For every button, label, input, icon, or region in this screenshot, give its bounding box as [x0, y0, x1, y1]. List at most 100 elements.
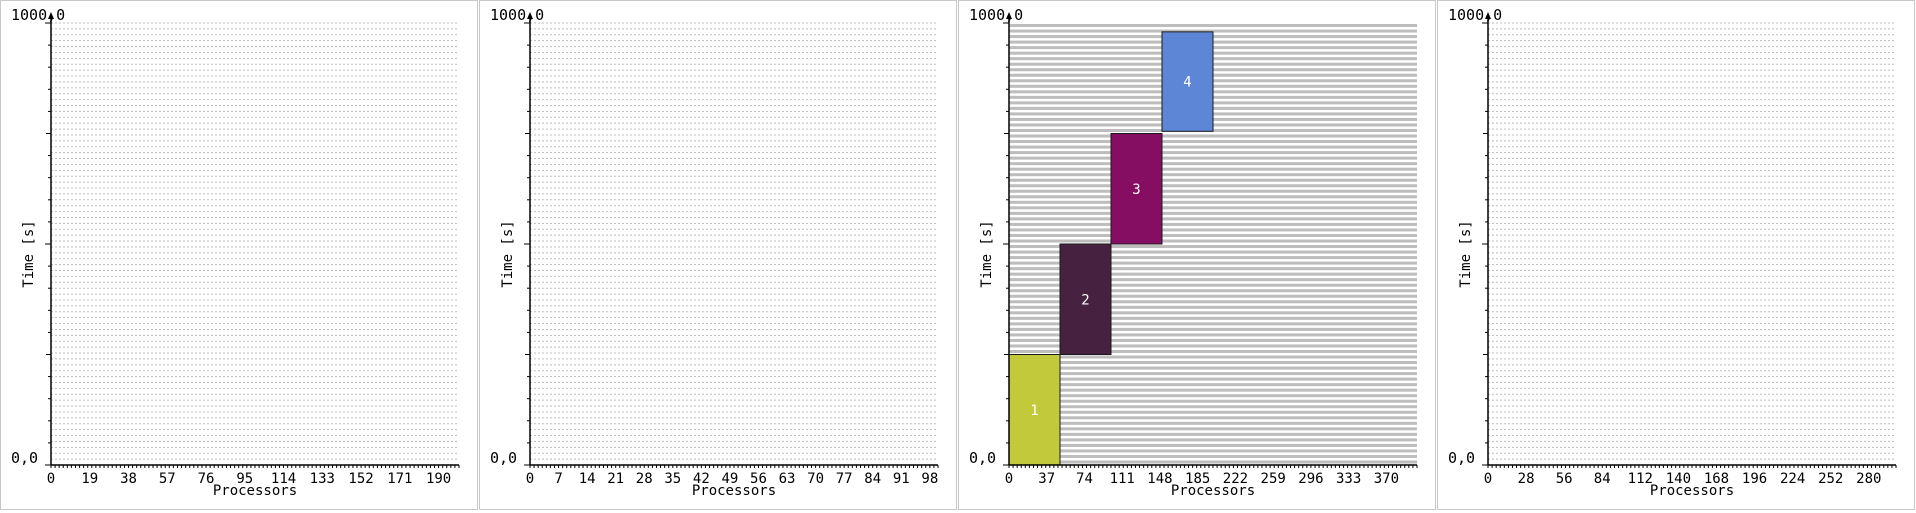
grid-band [1009, 189, 1417, 193]
grid-band [1009, 200, 1417, 204]
grid-band [1009, 416, 1417, 420]
x-tick-label: 49 [721, 471, 738, 487]
x-tick-label: 21 [607, 471, 624, 487]
grid-band [1009, 151, 1417, 155]
grid-band [1009, 24, 1417, 28]
x-tick-label: 74 [1076, 471, 1093, 487]
grid [51, 22, 459, 466]
grid-band [1009, 394, 1417, 398]
x-tick-label: 196 [1742, 471, 1767, 487]
y-min-label: 0,0 [11, 449, 38, 467]
grid-band [1009, 167, 1417, 171]
gantt-chart-svg: 1000,0 0,0 Time [s] 0 28 56 84 112 140 168 196 224 2… [1448, 6, 1897, 499]
x-tick-label: 38 [120, 471, 137, 487]
y-axis-label: Time [s] [1458, 220, 1474, 287]
grid-band [1009, 239, 1417, 243]
job-label: 1 [1030, 403, 1038, 419]
x-tick-label: 333 [1336, 471, 1361, 487]
grid-band [1009, 206, 1417, 210]
y-axis-label: Time [s] [979, 220, 995, 287]
grid-band [1009, 410, 1417, 414]
grid-band [1009, 427, 1417, 431]
x-tick-label: 171 [387, 471, 412, 487]
grid-band [1009, 184, 1417, 188]
grid-band [1009, 300, 1417, 304]
grid-band [1009, 245, 1417, 249]
x-tick-label: 259 [1261, 471, 1286, 487]
grid-band [1009, 377, 1417, 381]
grid-band [1009, 211, 1417, 215]
gantt-chart-svg: 1 2 3 4 1000,0 0,0 Time [s] 0 37 74 111 148 185 222 25… [969, 6, 1418, 499]
grid-band [1009, 217, 1417, 221]
x-tick-label: 84 [1594, 471, 1611, 487]
y-axis-label: Time [s] [21, 220, 37, 287]
gantt-chart-svg: 1000,0 0,0 Time [s] 0 19 38 57 76 95 114 133 152 171… [11, 6, 460, 499]
x-tick-label: 14 [579, 471, 596, 487]
y-min-label: 0,0 [490, 449, 517, 467]
x-tick-label: 370 [1374, 471, 1399, 487]
x-tick-label: 28 [636, 471, 653, 487]
grid-band [1009, 399, 1417, 403]
grid-band [1009, 443, 1417, 447]
y-axis-arrow-icon [48, 12, 54, 19]
grid-band [1009, 421, 1417, 425]
y-min-label: 0,0 [969, 449, 996, 467]
grid-band [1009, 145, 1417, 149]
x-tick-label: 280 [1856, 471, 1881, 487]
x-tick-label: 185 [1185, 471, 1210, 487]
grid-band [1009, 233, 1417, 237]
y-axis-arrow-icon [527, 12, 533, 19]
grid-band [1009, 438, 1417, 442]
grid-band [1009, 222, 1417, 226]
grid-band [1009, 405, 1417, 409]
x-tick-label: 133 [310, 471, 335, 487]
y-max-label: 1000,0 [490, 6, 544, 24]
x-tick-label: 296 [1298, 471, 1323, 487]
grid-band [1009, 454, 1417, 458]
grid-band [1009, 173, 1417, 177]
x-tick-label: 37 [1038, 471, 1055, 487]
job-block-4[interactable] [1161, 31, 1214, 132]
y-max-label: 1000,0 [969, 6, 1023, 24]
x-tick-label: 84 [864, 471, 881, 487]
x-tick-label: 70 [807, 471, 824, 487]
grid-band [1009, 134, 1417, 138]
job-block-2[interactable] [1059, 243, 1112, 355]
grid-band [1009, 388, 1417, 392]
grid-band [1009, 366, 1417, 370]
grid-band [1009, 228, 1417, 232]
grid-band [1009, 311, 1417, 315]
grid [530, 22, 938, 466]
gantt-panel-4: 1000,0 0,0 Time [s] 0 28 56 84 112 140 168 196 224 2… [1437, 0, 1915, 510]
job-label: 2 [1081, 292, 1089, 308]
x-tick-label: 77 [836, 471, 853, 487]
grid-band [1009, 289, 1417, 293]
grid-band [1009, 267, 1417, 271]
gantt-chart-svg: 1000,0 0,0 Time [s] 0 7 14 21 28 35 42 49 56 63 70 77 8… [490, 6, 939, 499]
grid-band [1009, 278, 1417, 282]
grid-band [1009, 449, 1417, 453]
x-tick-label: 56 [1556, 471, 1573, 487]
x-tick-label: 57 [159, 471, 176, 487]
x-tick-label: 42 [693, 471, 710, 487]
y-axis-label: Time [s] [500, 220, 516, 287]
x-tick-label: 111 [1110, 471, 1135, 487]
grid-band [1009, 355, 1417, 359]
grid-band [1009, 432, 1417, 436]
y-max-label: 1000,0 [1448, 6, 1502, 24]
grid [1488, 22, 1896, 466]
x-tick-label: 190 [426, 471, 451, 487]
x-axis-label: Processors [1650, 483, 1734, 499]
x-tick-label: 7 [554, 471, 562, 487]
gantt-panel-1: 1000,0 0,0 Time [s] 0 19 38 57 76 95 114 133 152 171… [0, 0, 478, 510]
gantt-panel-2: 1000,0 0,0 Time [s] 0 7 14 21 28 35 42 49 56 63 70 77 8… [479, 0, 957, 510]
x-tick-label: 98 [921, 471, 938, 487]
x-tick-label: 114 [271, 471, 296, 487]
x-axis-label: Processors [692, 483, 776, 499]
x-tick-label: 56 [750, 471, 767, 487]
grid-band [1009, 294, 1417, 298]
x-tick-label: 0 [1005, 471, 1013, 487]
job-block-3[interactable] [1110, 133, 1163, 245]
y-axis-arrow-icon [1006, 12, 1012, 19]
